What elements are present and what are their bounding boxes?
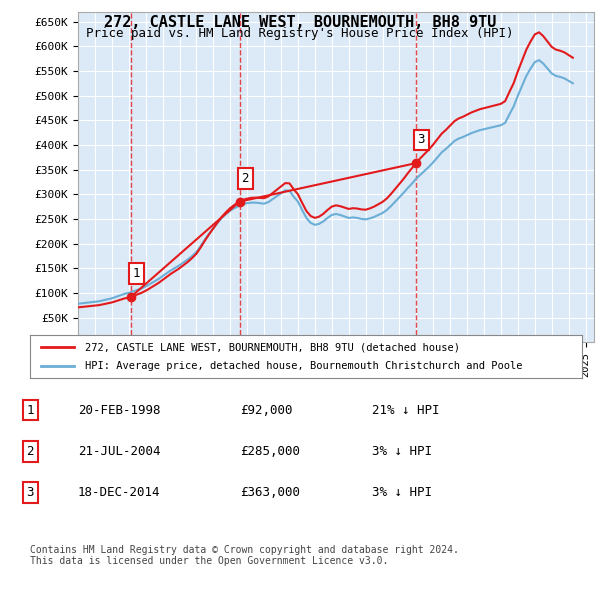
Text: 1: 1: [26, 404, 34, 417]
Text: Contains HM Land Registry data © Crown copyright and database right 2024.
This d: Contains HM Land Registry data © Crown c…: [30, 545, 459, 566]
Text: 3: 3: [26, 486, 34, 499]
Text: 272, CASTLE LANE WEST, BOURNEMOUTH, BH8 9TU (detached house): 272, CASTLE LANE WEST, BOURNEMOUTH, BH8 …: [85, 342, 460, 352]
Text: 1: 1: [133, 267, 140, 280]
Text: 2: 2: [26, 445, 34, 458]
Text: 3% ↓ HPI: 3% ↓ HPI: [372, 486, 432, 499]
Text: HPI: Average price, detached house, Bournemouth Christchurch and Poole: HPI: Average price, detached house, Bour…: [85, 360, 523, 371]
Text: 21-JUL-2004: 21-JUL-2004: [78, 445, 161, 458]
Text: 272, CASTLE LANE WEST, BOURNEMOUTH, BH8 9TU: 272, CASTLE LANE WEST, BOURNEMOUTH, BH8 …: [104, 15, 496, 30]
Text: £92,000: £92,000: [240, 404, 293, 417]
Text: £363,000: £363,000: [240, 486, 300, 499]
Text: 3% ↓ HPI: 3% ↓ HPI: [372, 445, 432, 458]
Text: 20-FEB-1998: 20-FEB-1998: [78, 404, 161, 417]
Text: £285,000: £285,000: [240, 445, 300, 458]
Text: 3: 3: [418, 133, 425, 146]
Text: 18-DEC-2014: 18-DEC-2014: [78, 486, 161, 499]
Text: 21% ↓ HPI: 21% ↓ HPI: [372, 404, 439, 417]
Text: Price paid vs. HM Land Registry's House Price Index (HPI): Price paid vs. HM Land Registry's House …: [86, 27, 514, 40]
Text: 2: 2: [241, 172, 249, 185]
